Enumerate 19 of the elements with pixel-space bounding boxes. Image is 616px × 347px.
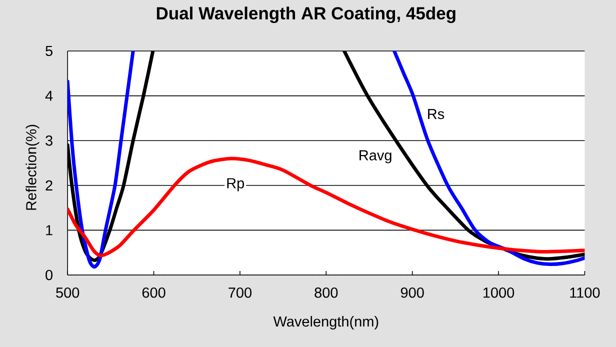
- y-tick-label: 5: [46, 46, 52, 56]
- x-tick-label: 500: [56, 288, 80, 298]
- series-label: Rs: [428, 109, 444, 120]
- y-tick-label: 2: [46, 180, 52, 190]
- x-tick-label: 700: [228, 288, 252, 298]
- x-tick-label: 800: [314, 288, 338, 298]
- series-label: Ravg: [360, 150, 392, 164]
- y-tick-label: 1: [46, 225, 52, 236]
- chart-title: Dual Wavelength AR Coating, 45deg: [156, 6, 456, 24]
- x-axis-title: Wavelength(nm): [273, 316, 378, 330]
- y-axis-title: Reflection(%): [26, 124, 40, 210]
- series-label: Rp: [227, 178, 244, 192]
- x-tick-label: 1000: [483, 288, 514, 298]
- y-tick-label: 0: [46, 270, 53, 280]
- y-tick-label: 4: [45, 90, 53, 101]
- x-tick-label: 1100: [570, 288, 600, 298]
- x-tick-label: 900: [400, 288, 424, 298]
- y-tick-label: 3: [46, 135, 52, 146]
- x-tick-label: 600: [142, 288, 166, 298]
